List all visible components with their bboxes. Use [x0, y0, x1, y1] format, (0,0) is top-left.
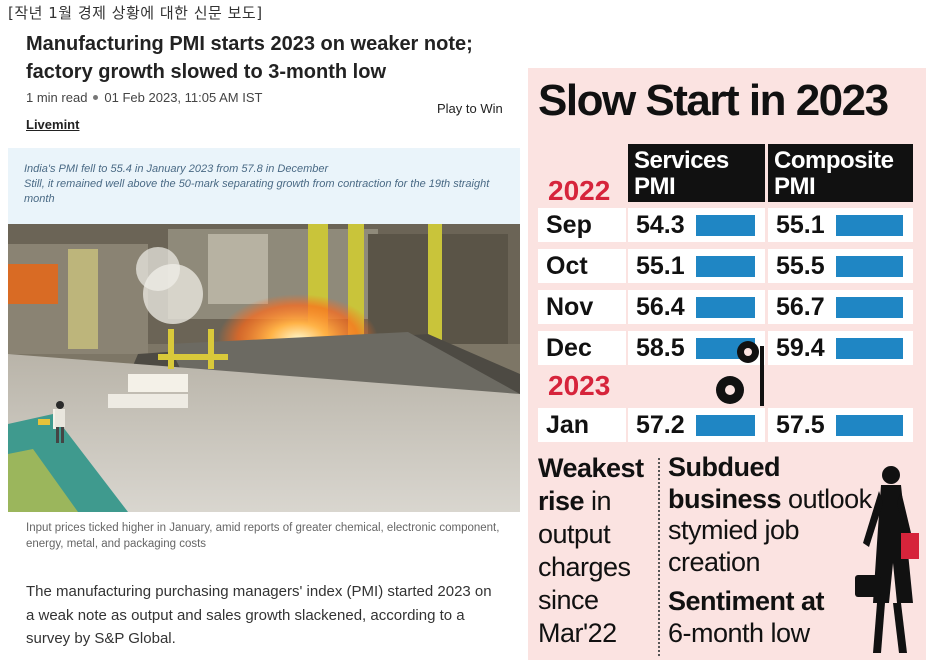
infographic-title: Slow Start in 2023: [538, 76, 889, 125]
composite-pmi-value: 55.5: [776, 252, 825, 280]
photo-caption: Input prices ticked higher in January, a…: [26, 522, 500, 550]
read-time: 1 min read: [26, 90, 88, 105]
composite-pmi-cell: 55.1: [768, 208, 913, 242]
article-summary-box: India's PMI fell to 55.4 in January 2023…: [8, 148, 520, 224]
composite-pmi-bar: [836, 256, 903, 277]
composite-pmi-cell: 59.4: [768, 331, 913, 365]
services-pmi-value: 58.5: [636, 334, 685, 362]
services-pmi-bar: [696, 297, 755, 318]
businesswoman-icon: [855, 466, 919, 653]
composite-pmi-value: 55.1: [776, 211, 825, 239]
six-month-low-text: 6-month low: [668, 617, 810, 648]
in-text: in: [584, 486, 612, 516]
outlook-text: outlook stymied job creation: [668, 483, 872, 577]
business-outlook-note: Subdued business outlook stymied job cre…: [668, 452, 878, 649]
services-pmi-cell: 54.3: [628, 208, 765, 242]
services-pmi-bar: [696, 215, 755, 236]
composite-pmi-value: 56.7: [776, 293, 825, 321]
meta-separator-dot: [93, 95, 99, 101]
summary-line-1: India's PMI fell to 55.4 in January 2023…: [24, 163, 329, 175]
services-pmi-bar: [696, 256, 755, 277]
composite-pmi-cell: 55.5: [768, 249, 913, 283]
play-to-win-link[interactable]: Play to Win: [437, 101, 503, 116]
weakest-text: Weakest: [538, 453, 644, 483]
services-pmi-cell: 56.4: [628, 290, 765, 324]
services-pmi-value: 57.2: [636, 411, 685, 439]
publish-datetime: 01 Feb 2023, 11:05 AM IST: [104, 90, 263, 105]
year-2023-label: 2023: [548, 370, 611, 401]
gears-icon: [716, 341, 764, 406]
composite-pmi-bar: [836, 297, 903, 318]
month-label: Dec: [538, 331, 626, 365]
services-pmi-header: Services PMI: [628, 144, 765, 202]
composite-pmi-bar: [836, 338, 903, 359]
article: Manufacturing PMI starts 2023 on weaker …: [8, 33, 520, 647]
month-label: Jan: [538, 408, 626, 442]
pmi-infographic: Slow Start in 2023 Services PMI Composit…: [528, 68, 926, 660]
composite-pmi-cell: 57.5: [768, 408, 913, 442]
composite-pmi-bar: [836, 415, 903, 436]
dotted-divider: [658, 458, 660, 656]
article-meta: 1 min read 01 Feb 2023, 11:05 AM IST: [26, 90, 262, 105]
article-body: The manufacturing purchasing managers' i…: [26, 583, 492, 647]
services-pmi-cell: 57.2: [628, 408, 765, 442]
composite-pmi-value: 57.5: [776, 411, 825, 439]
month-label: Nov: [538, 290, 626, 324]
services-pmi-cell: 55.1: [628, 249, 765, 283]
composite-pmi-header: Composite PMI: [768, 144, 913, 202]
article-headline: Manufacturing PMI starts 2023 on weaker …: [26, 33, 473, 83]
services-pmi-value: 56.4: [636, 293, 685, 321]
composite-pmi-cell: 56.7: [768, 290, 913, 324]
composite-pmi-value: 59.4: [776, 334, 825, 362]
sentiment-text: Sentiment at: [668, 586, 825, 616]
top-caption: [작년 1월 경제 상황에 대한 신문 보도]: [8, 4, 263, 22]
services-pmi-value: 54.3: [636, 211, 685, 239]
factory-photo: [8, 224, 520, 512]
month-label: Oct: [538, 249, 626, 283]
subdued-business-text: Subdued business: [668, 452, 782, 514]
services-pmi-cell: 58.5: [628, 331, 765, 365]
summary-line-2: Still, it remained well above the 50-mar…: [24, 178, 490, 205]
source-link[interactable]: Livemint: [26, 117, 80, 132]
composite-pmi-bar: [836, 215, 903, 236]
services-pmi-value: 55.1: [636, 252, 685, 280]
output-charges-text: output charges since Mar'22: [538, 519, 631, 648]
services-pmi-bar: [696, 415, 755, 436]
month-label: Sep: [538, 208, 626, 242]
rise-text: rise: [538, 486, 585, 516]
year-2022-label: 2022: [548, 175, 611, 206]
output-charges-note: Weakest rise in output charges since Mar…: [538, 452, 662, 650]
